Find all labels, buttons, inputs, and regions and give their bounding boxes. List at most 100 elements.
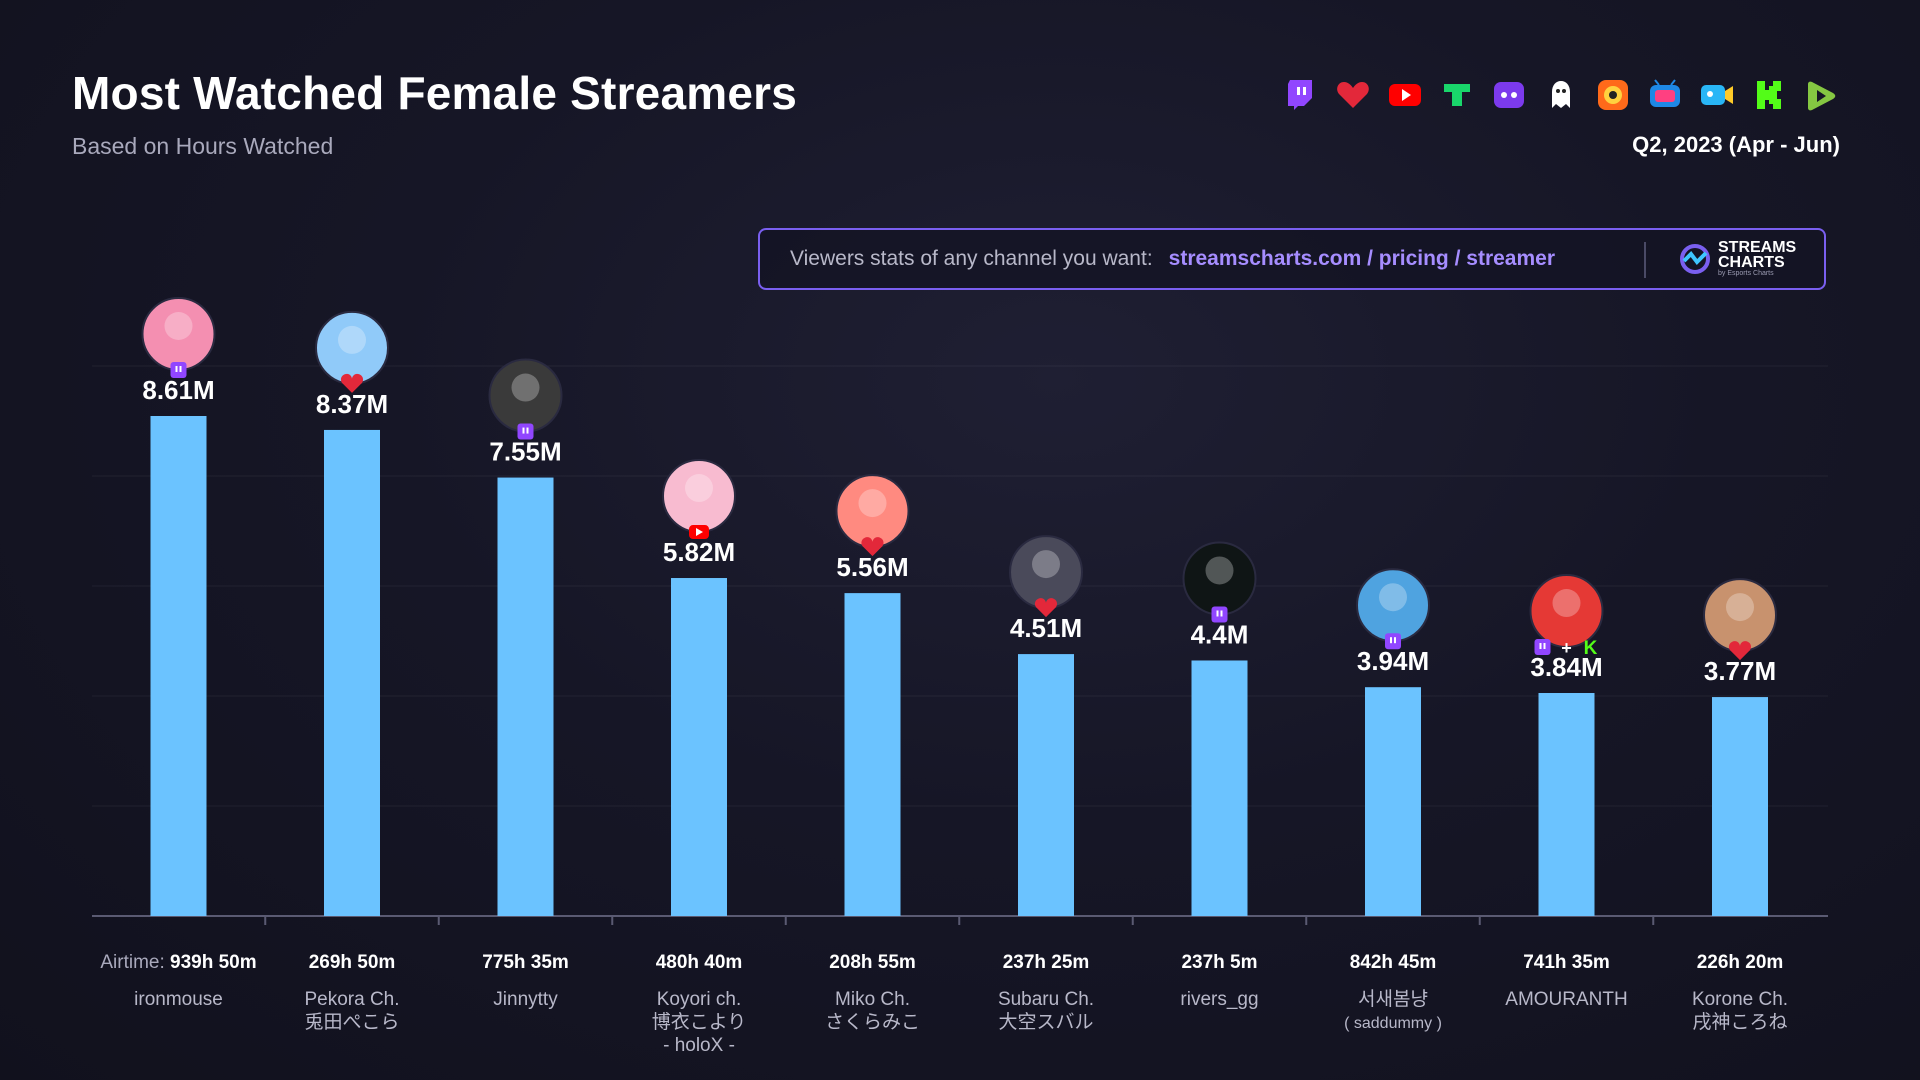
bar-value-label: 5.56M [836,552,908,582]
bar[interactable] [1538,693,1595,916]
bar-value-label: 5.82M [663,537,735,567]
avatar-face [1032,550,1060,579]
streamer-name-label: Miko Ch. [835,989,910,1010]
avatar-face [858,489,887,518]
bar[interactable] [497,477,554,916]
avatar-face [511,373,540,402]
airtime-label: 741h 35m [1523,952,1610,973]
platform-icons [1282,76,1840,114]
bar-value-label: 4.4M [1191,619,1249,649]
streamer-name-label: Pekora Ch. [304,989,399,1010]
streamer-name-label: rivers_gg [1180,989,1258,1010]
streamer-name-label: Jinnytty [493,989,558,1010]
twitch-badge-icon [170,362,187,378]
ghost-platform-icon [1552,81,1570,108]
promo-link[interactable]: streamscharts.com / pricing / streamer [1168,247,1555,270]
bar-value-label: 8.37M [316,389,388,419]
rumble-icon [1808,81,1836,111]
streamer-name-label: ironmouse [134,989,223,1010]
kick-badge-icon: K [1584,638,1598,659]
bar[interactable] [1712,697,1768,916]
airtime-label: 208h 55m [829,952,916,973]
heart-badge-icon [1034,598,1058,618]
airtime-label: 226h 20m [1697,952,1784,973]
streamer-name-label: - holoX - [663,1035,735,1056]
streamer-name-label: Subaru Ch. [998,989,1094,1010]
bar[interactable] [1018,654,1074,916]
camera-platform-icon [1598,80,1628,110]
twitch-badge-icon [1534,639,1551,656]
airtime-value: 741h 35m [1523,952,1610,973]
streamer-name-label: Korone Ch. [1692,989,1788,1010]
period-label: Q2, 2023 (Apr - Jun) [1632,132,1840,157]
airtime-value: 226h 20m [1697,952,1784,973]
streams-charts-logo: STREAMS CHARTS by Esports Charts [1678,240,1796,277]
airtime-label: 842h 45m [1350,952,1437,973]
streamer-name-label: ( saddummy ) [1344,1015,1442,1032]
streams-charts-icon [1680,243,1710,274]
streamer-avatar[interactable] [1529,574,1604,649]
airtime-value: 208h 55m [829,952,916,973]
heart-badge-icon [1728,641,1752,661]
airtime-label: Airtime: 939h 50m [100,952,256,973]
brand-line-2: CHARTS [1718,254,1785,271]
airtime-prefix: Airtime: [100,952,170,973]
bar-value-label: 4.51M [1010,613,1082,643]
heart-badge-icon [340,373,364,393]
avatar-face [338,325,366,354]
avatar-face [1552,589,1581,618]
streamer-name-label: 博衣こより [652,1011,747,1033]
twitch-badge-icon [517,423,534,440]
avatar-face [1379,583,1407,612]
brand-line-1: STREAMS [1718,239,1797,256]
heart-platform-icon [1337,82,1369,108]
streamer-name-label: AMOURANTH [1505,989,1627,1010]
promo-banner[interactable]: Viewers stats of any channel you want: s… [758,228,1826,290]
tv-platform-icon [1650,79,1680,107]
streamer-name-label: 戌神ころね [1692,1011,1787,1033]
youtube-badge-icon [689,525,709,540]
twitch-badge-icon [1211,606,1228,623]
chart-subtitle: Based on Hours Watched [72,133,334,159]
bar[interactable] [671,578,727,916]
avatar-face [1726,593,1754,622]
avatar-face [685,474,713,503]
streamer-name-label: さくらみこ [825,1012,920,1033]
bar[interactable] [1365,687,1421,916]
streamer-name-label: 兎田ぺこら [304,1011,399,1033]
bar[interactable] [1191,660,1248,916]
svg-text:K: K [1584,638,1598,659]
bar-value-label: 7.55M [489,437,561,467]
bar-value-label: 3.84M [1530,652,1602,682]
bar-value-label: 3.94M [1357,646,1429,676]
airtime-label: 269h 50m [309,952,396,973]
bar[interactable] [844,593,901,916]
bar-value-label: 8.61M [142,375,214,405]
airtime-label: 237h 5m [1181,952,1257,973]
twitch-badge-icon [1385,633,1401,650]
promo-divider [1644,242,1646,278]
airtime-value: 237h 5m [1181,952,1257,973]
promo-text: Viewers stats of any channel you want: [790,247,1153,270]
avatar-face [164,312,193,340]
airtime-value: 269h 50m [309,952,396,973]
streamer-name-label: 大空スバル [998,1011,1093,1033]
bar-value-label: 3.77M [1704,656,1776,686]
airtime-label: 480h 40m [656,952,743,973]
heart-badge-icon [861,537,884,557]
kick-icon [1757,81,1781,109]
streamer-name-label: Koyori ch. [657,989,741,1010]
bar[interactable] [324,429,380,916]
plus-icon: + [1561,638,1572,658]
airtime-label: 775h 35m [482,952,569,973]
airtime-value: 775h 35m [482,952,569,973]
youtube-icon [1389,84,1421,106]
video-camera-icon [1701,85,1733,105]
airtime-value: 480h 40m [656,952,743,973]
avatar-face [1205,556,1234,585]
bar[interactable] [150,416,207,916]
airtime-label: 237h 25m [1003,952,1090,973]
twitch-icon [1288,80,1312,110]
airtime-value: 939h 50m [170,952,257,973]
